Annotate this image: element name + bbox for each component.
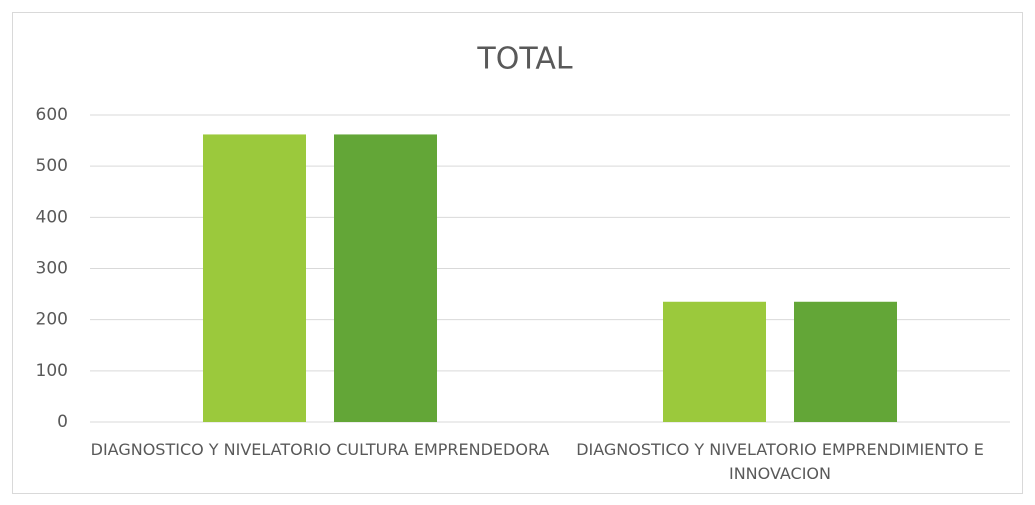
y-tick-label: 200: [36, 310, 68, 330]
bar: [203, 134, 306, 422]
y-tick-label: 400: [36, 207, 68, 227]
y-tick-label: 0: [57, 412, 68, 432]
bar: [794, 301, 897, 422]
y-tick-label: 600: [36, 105, 68, 125]
y-tick-label: 500: [36, 156, 68, 176]
bar: [334, 134, 437, 422]
x-tick-label: DIAGNOSTICO Y NIVELATORIO EMPRENDIMIENTO…: [576, 440, 984, 483]
bar: [663, 301, 766, 422]
chart-title: TOTAL: [476, 42, 572, 77]
y-tick-label: 100: [36, 361, 68, 381]
x-tick-label: DIAGNOSTICO Y NIVELATORIO CULTURA EMPREN…: [90, 440, 550, 459]
y-tick-label: 300: [36, 259, 68, 279]
